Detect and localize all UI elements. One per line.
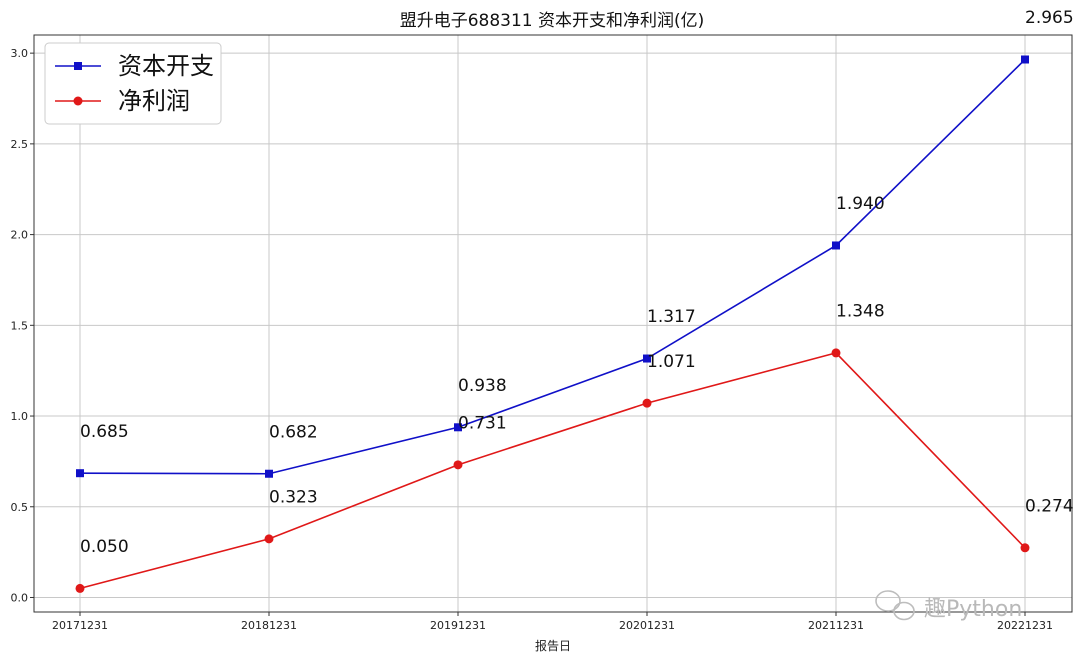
chart-title: 盟升电子688311 资本开支和净利润(亿) xyxy=(400,11,705,31)
data-label: 0.274 xyxy=(1025,496,1074,516)
watermark-text: 趣Python xyxy=(924,597,1022,622)
y-tick-label: 2.0 xyxy=(11,229,29,242)
data-point xyxy=(1021,55,1029,64)
data-point xyxy=(831,348,841,358)
y-tick-label: 1.0 xyxy=(11,410,29,423)
grid xyxy=(34,35,1072,612)
x-axis: 20171231 20181231 20191231 20201231 20211231… xyxy=(52,612,1053,632)
data-label: 1.348 xyxy=(836,302,885,322)
data-label: 0.731 xyxy=(458,414,507,434)
plot-area xyxy=(33,34,1073,613)
data-point xyxy=(454,423,462,432)
data-point xyxy=(1020,543,1030,553)
series-line-0 xyxy=(79,58,1026,475)
data-label: 0.323 xyxy=(269,488,318,508)
data-label: 1.940 xyxy=(836,194,885,214)
y-tick-label: 2.5 xyxy=(11,138,29,151)
x-axis-label: 报告日 xyxy=(535,638,571,653)
data-labels: 0.685 0.682 0.938 1.317 1.940 2.965 0.050 0.323… xyxy=(80,8,1074,557)
legend-marker-net-profit xyxy=(73,96,83,106)
data-label: 0.938 xyxy=(458,376,507,396)
series xyxy=(75,55,1030,593)
data-label: 1.317 xyxy=(647,307,696,327)
series-line-1 xyxy=(79,352,1026,590)
data-point xyxy=(76,469,84,478)
legend-label-capex: 资本开支 xyxy=(118,52,214,80)
data-point xyxy=(453,460,463,470)
y-tick-label: 1.5 xyxy=(11,319,29,332)
x-tick-label: 20211231 xyxy=(808,619,864,632)
y-axis: 0.0 0.5 1.0 1.5 2.0 2.5 3.0 xyxy=(11,47,34,604)
legend-marker-capex xyxy=(74,62,82,70)
data-label: 0.050 xyxy=(80,537,129,557)
x-tick-label: 20221231 xyxy=(997,619,1053,632)
data-label: 2.965 xyxy=(1025,8,1074,28)
legend-box xyxy=(44,42,222,125)
data-point xyxy=(75,583,85,593)
data-point xyxy=(265,469,273,478)
y-tick-label: 0.5 xyxy=(11,501,29,514)
data-point xyxy=(642,398,652,408)
data-label: 1.071 xyxy=(647,352,696,372)
data-point xyxy=(832,241,840,250)
y-tick-label: 3.0 xyxy=(11,47,29,60)
data-label: 0.682 xyxy=(269,422,318,442)
x-tick-label: 20171231 xyxy=(52,619,108,632)
data-point xyxy=(264,534,274,544)
legend: 资本开支 净利润 xyxy=(44,42,222,125)
data-point xyxy=(643,354,651,363)
x-tick-label: 20191231 xyxy=(430,619,486,632)
watermark: 趣Python xyxy=(875,590,1022,622)
x-tick-label: 20201231 xyxy=(619,619,675,632)
x-tick-label: 20181231 xyxy=(241,619,297,632)
legend-label-net-profit: 净利润 xyxy=(118,87,190,115)
data-label: 0.685 xyxy=(80,422,129,442)
wechat-icon xyxy=(875,590,915,621)
y-tick-label: 0.0 xyxy=(11,591,29,604)
